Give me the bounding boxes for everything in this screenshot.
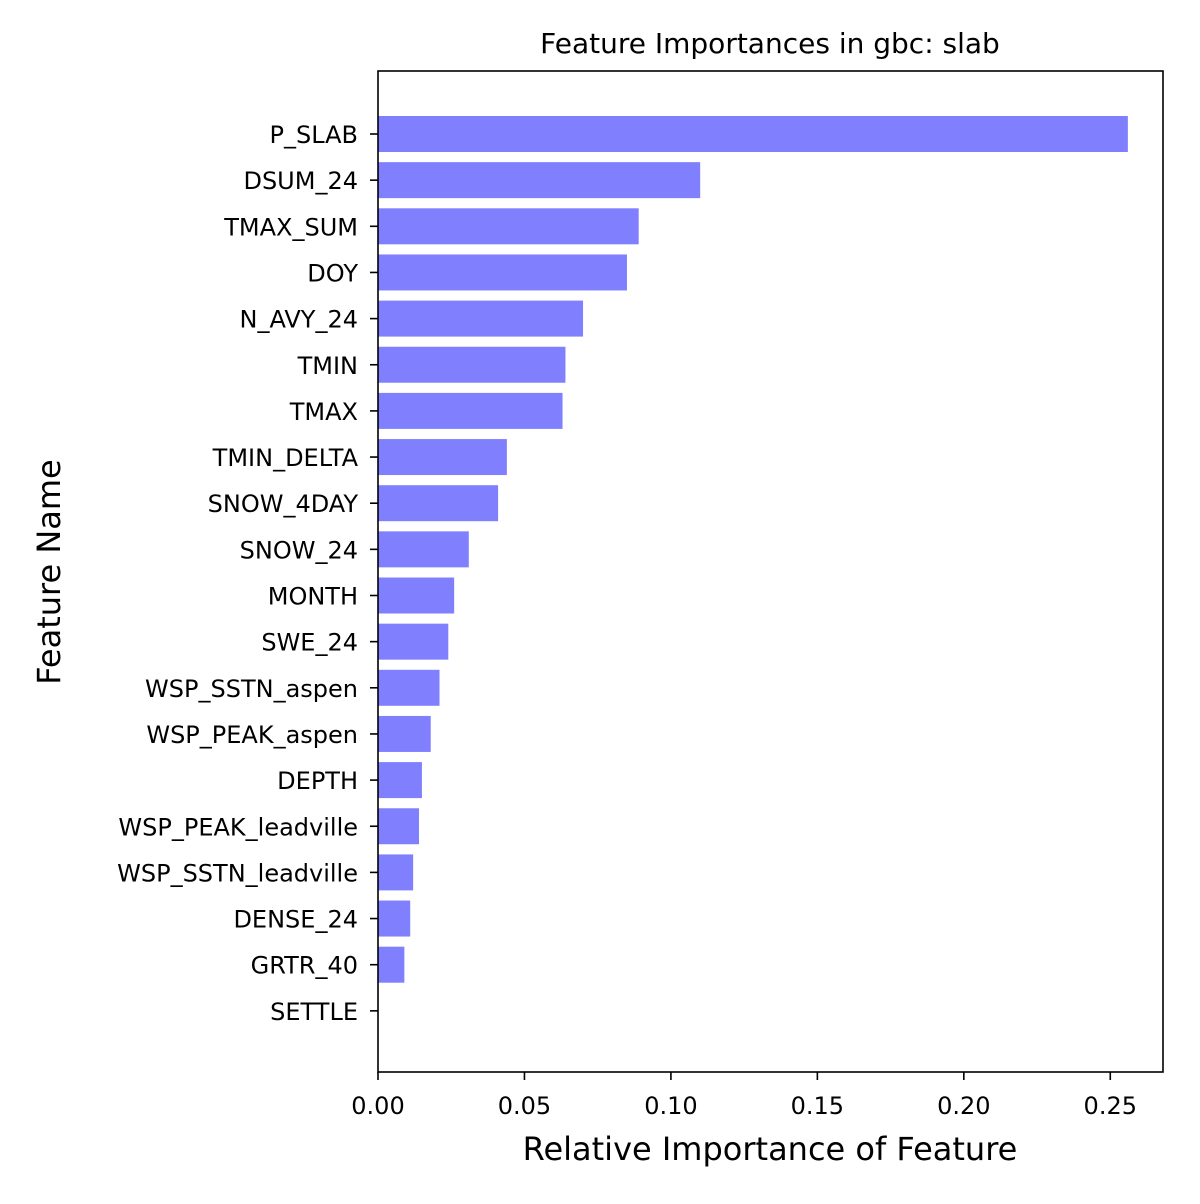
bar-DOY <box>378 254 627 291</box>
bar-WSP_PEAK_leadville <box>378 808 420 845</box>
bar-WSP_SSTN_aspen <box>378 669 440 706</box>
y-tick-label: SNOW_24 <box>240 536 358 564</box>
y-tick-label: WSP_SSTN_leadville <box>117 859 358 887</box>
y-tick-label: WSP_PEAK_aspen <box>146 721 358 749</box>
bar-DSUM_24 <box>378 162 701 199</box>
bar-SWE_24 <box>378 623 449 660</box>
bar-MONTH <box>378 577 455 614</box>
y-tick-label: DEPTH <box>277 767 358 795</box>
x-ticks-layer: 0.00 0.05 0.10 0.15 0.20 0.25 <box>351 1072 1137 1120</box>
y-tick-label: WSP_SSTN_aspen <box>145 675 358 703</box>
bar-DENSE_24 <box>378 900 411 937</box>
x-tick-label: 0.25 <box>1084 1092 1137 1120</box>
y-tick-label: TMAX <box>289 398 358 426</box>
y-tick-label: SWE_24 <box>261 629 358 657</box>
y-tick-label: GRTR_40 <box>251 952 358 980</box>
y-axis-label: Feature Name <box>30 459 68 685</box>
bar-P_SLAB <box>378 116 1128 152</box>
bar-TMIN_DELTA <box>378 439 507 476</box>
y-tick-label: MONTH <box>268 583 358 611</box>
y-tick-label: N_AVY_24 <box>240 306 358 334</box>
x-tick-label: 0.20 <box>937 1092 990 1120</box>
x-tick-label: 0.10 <box>644 1092 697 1120</box>
bar-TMAX <box>378 392 563 429</box>
bar-WSP_PEAK_aspen <box>378 715 431 752</box>
y-tick-label: SETTLE <box>270 998 358 1026</box>
bar-N_AVY_24 <box>378 300 584 337</box>
y-tick-label: WSP_PEAK_leadville <box>118 813 358 841</box>
bar-SNOW_4DAY <box>378 485 499 522</box>
bar-TMAX_SUM <box>378 208 639 245</box>
y-tick-label: P_SLAB <box>269 121 358 149</box>
y-tick-label: TMIN_DELTA <box>212 444 359 472</box>
y-ticks-layer: P_SLAB DSUM_24 TMAX_SUM DOY N_AVY_24 TMIN TMAX… <box>117 121 378 1026</box>
bar-DEPTH <box>378 762 422 799</box>
y-tick-label: DSUM_24 <box>243 167 358 195</box>
y-tick-label: DOY <box>307 259 358 287</box>
y-tick-label: SNOW_4DAY <box>208 490 359 518</box>
bars-layer <box>378 116 1128 983</box>
x-tick-label: 0.05 <box>498 1092 551 1120</box>
x-tick-label: 0.15 <box>791 1092 844 1120</box>
bar-GRTR_40 <box>378 946 405 983</box>
plot-frame <box>377 70 1164 1073</box>
chart-title: Feature Importances in gbc: slab <box>540 27 1000 60</box>
y-tick-label: TMAX_SUM <box>223 213 358 241</box>
bar-SNOW_24 <box>378 531 469 568</box>
bar-TMIN <box>378 346 566 383</box>
bar-WSP_SSTN_leadville <box>378 854 414 891</box>
y-tick-label: DENSE_24 <box>233 906 358 934</box>
x-tick-label: 0.00 <box>351 1092 404 1120</box>
x-axis-label: Relative Importance of Feature <box>523 1130 1018 1168</box>
y-tick-label: TMIN <box>297 352 358 380</box>
